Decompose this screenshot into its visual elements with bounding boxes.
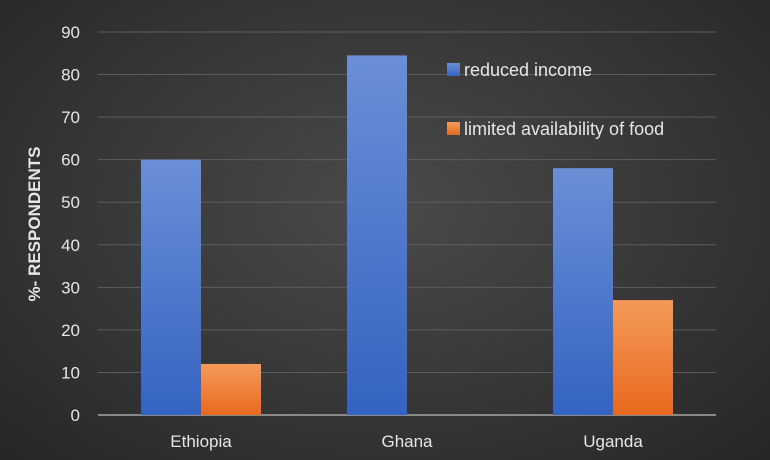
legend-label: reduced income [464, 60, 592, 80]
y-tick-label: 0 [71, 406, 80, 425]
y-tick-label: 80 [61, 66, 80, 85]
y-axis-title: %- RESPONDENTS [25, 147, 44, 302]
bars [141, 55, 673, 416]
x-tick-label: Ethiopia [170, 432, 232, 451]
y-axis-ticks: 0 10 20 30 40 50 60 70 80 90 [61, 23, 80, 425]
bar-reduced-income-ethiopia [141, 159, 201, 415]
y-tick-label: 40 [61, 236, 80, 255]
y-tick-label: 10 [61, 363, 80, 382]
bar-reduced-income-uganda [553, 168, 613, 415]
y-tick-label: 30 [61, 278, 80, 297]
bar-limited-food-ethiopia [201, 363, 261, 415]
legend-swatch [447, 122, 460, 135]
x-axis-ticks: Ethiopia Ghana Uganda [170, 432, 643, 451]
y-tick-label: 70 [61, 108, 80, 127]
bar-reduced-income-ghana [347, 55, 407, 416]
y-tick-label: 90 [61, 23, 80, 42]
y-tick-label: 60 [61, 151, 80, 170]
legend: reduced income limited availability of fo… [447, 60, 664, 139]
bar-limited-food-uganda [613, 300, 673, 415]
y-tick-label: 50 [61, 193, 80, 212]
legend-swatch [447, 63, 460, 76]
y-tick-label: 20 [61, 321, 80, 340]
x-tick-label: Uganda [583, 432, 643, 451]
x-tick-label: Ghana [381, 432, 433, 451]
legend-label: limited availability of food [464, 119, 664, 139]
